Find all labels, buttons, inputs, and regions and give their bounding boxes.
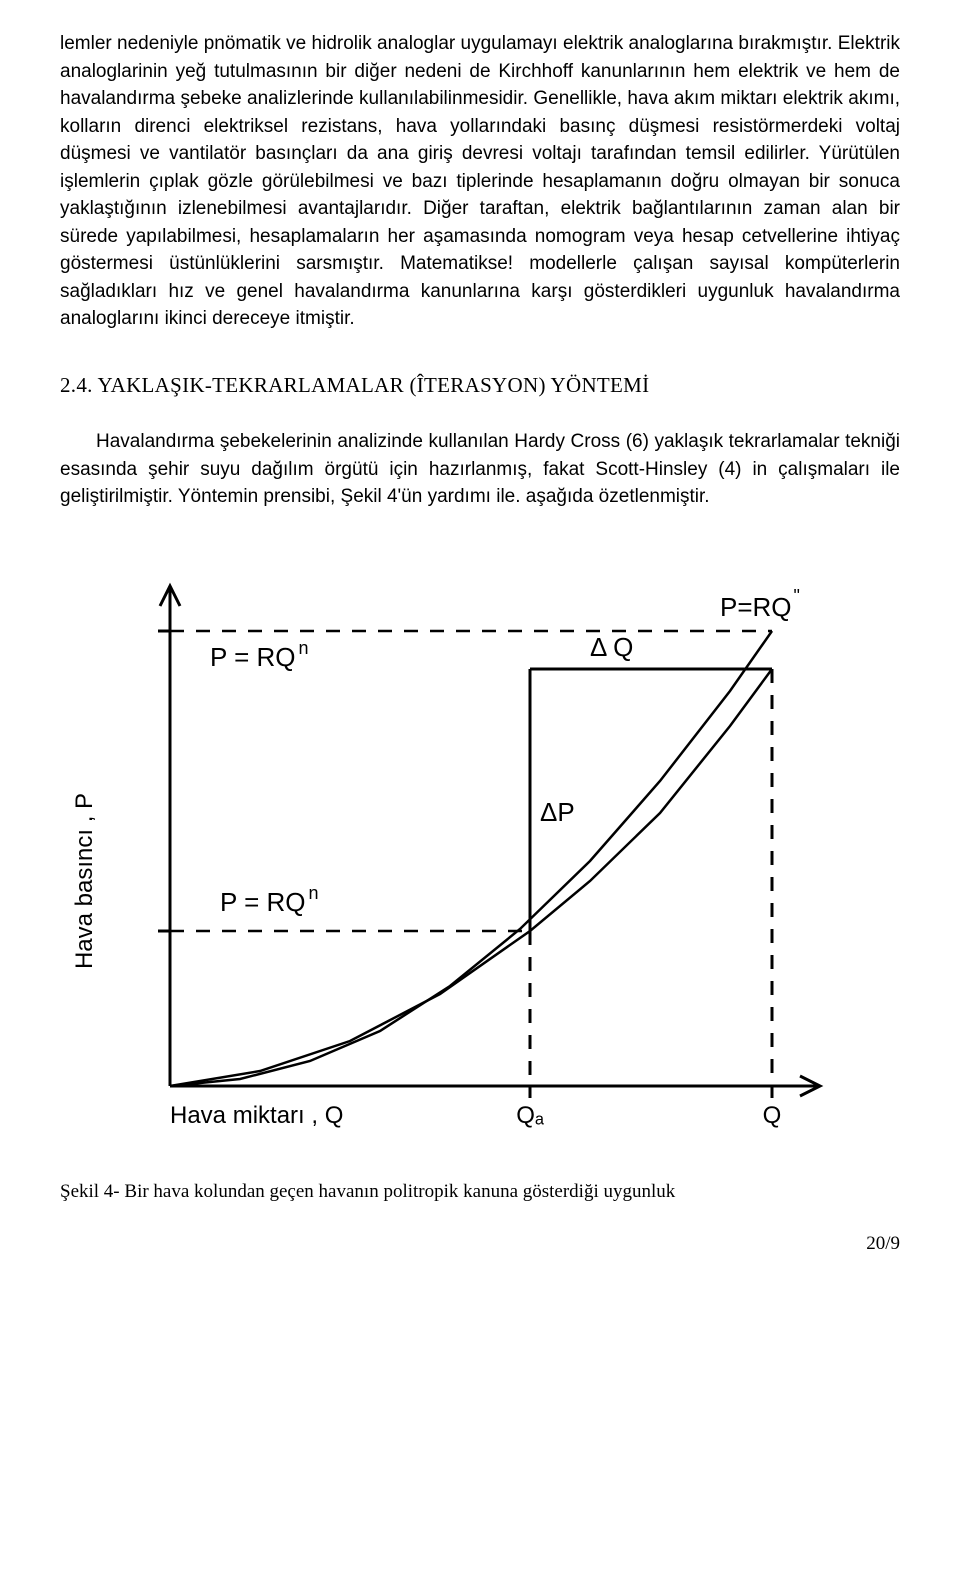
curve-shallow — [170, 669, 772, 1086]
section-number: 2.4. — [60, 373, 93, 397]
equation-right: P=RQ" — [720, 586, 800, 622]
body-paragraph-1: lemler nedeniyle pnömatik ve hidrolik an… — [60, 30, 900, 333]
chart-svg: P=RQ" P = RQn P = RQn ΔP Δ Q Qₐ Q Hava m… — [60, 531, 900, 1151]
body-paragraph-2: Havalandırma şebekelerinin analizinde ku… — [60, 428, 900, 511]
figure-caption: Şekil 4- Bir hava kolundan geçen havanın… — [60, 1181, 900, 1203]
page-number: 20/9 — [60, 1233, 900, 1255]
figure-caption-text: Bir hava kolundan geçen havanın politrop… — [124, 1181, 675, 1202]
x-tick-q-label: Q — [763, 1102, 782, 1129]
section-title: YAKLAŞIK-TEKRARLAMALAR (ÎTERASYON) YÖNTE… — [97, 373, 649, 397]
x-axis-label: Hava miktarı , Q — [170, 1102, 343, 1129]
equation-left-low: P = RQn — [220, 883, 319, 917]
y-axis-label: Hava basıncı , P — [71, 793, 98, 969]
equation-left-top: P = RQn — [210, 638, 309, 672]
delta-q-label: Δ Q — [590, 632, 633, 662]
x-tick-qa-label: Qₐ — [516, 1102, 545, 1129]
figure-caption-prefix: Şekil 4- — [60, 1181, 124, 1202]
delta-p-label: ΔP — [540, 797, 575, 827]
figure-4: P=RQ" P = RQn P = RQn ΔP Δ Q Qₐ Q Hava m… — [60, 531, 900, 1203]
curve-steep — [170, 631, 772, 1086]
section-heading: 2.4. YAKLAŞIK-TEKRARLAMALAR (ÎTERASYON) … — [60, 373, 900, 398]
